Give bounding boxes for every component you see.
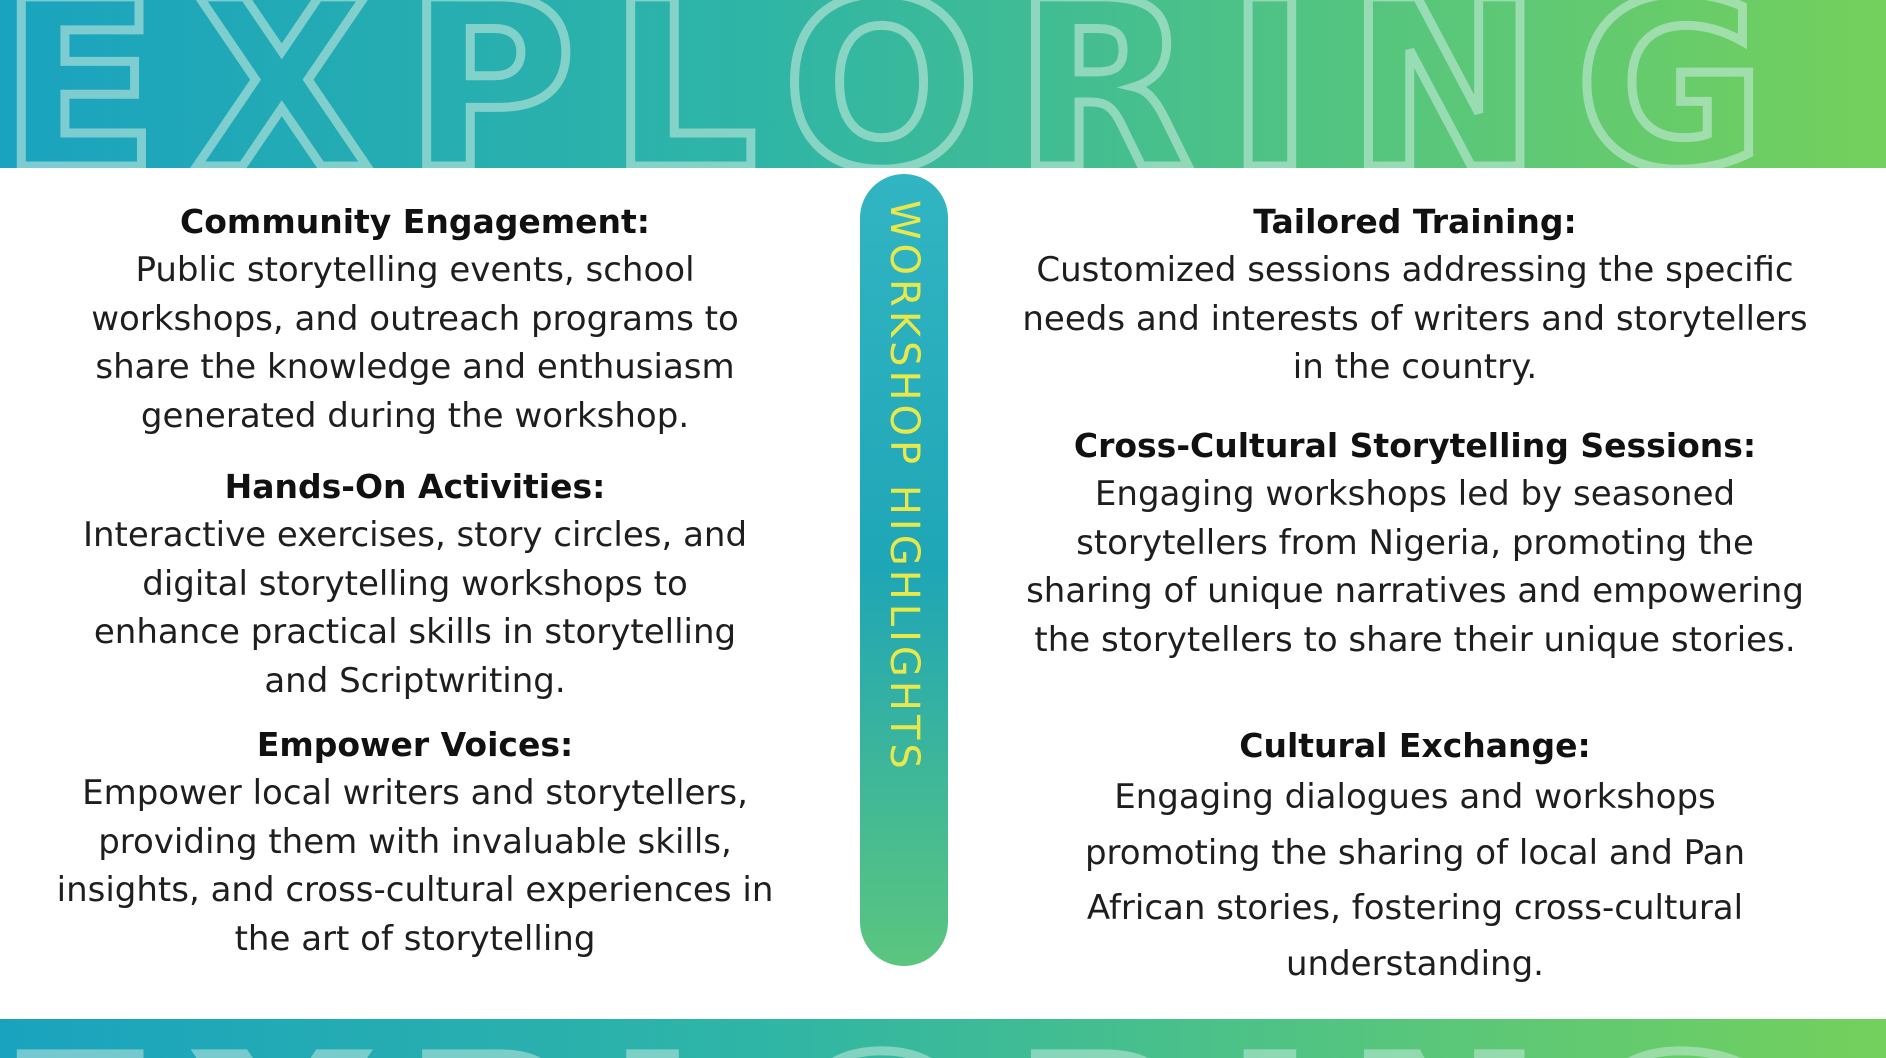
banner-title-text: EXPLORING THE: [0, 1023, 1886, 1058]
section-body-line: digital storytelling workshops to: [142, 563, 688, 604]
section-community-engagement: Community Engagement: Public storytellin…: [15, 198, 815, 440]
section-body-line: share the knowledge and enthusiasm: [95, 347, 735, 387]
workshop-highlights-banner: WORKSHOP HIGHLIGHTS: [860, 174, 948, 966]
section-body-line: the art of storytelling: [234, 918, 596, 959]
workshop-highlights-label: WORKSHOP HIGHLIGHTS: [881, 200, 927, 773]
section-body-line: Engaging dialogues and workshops: [1114, 777, 1716, 817]
section-body-line: and Scriptwriting.: [264, 660, 566, 701]
section-body-line: insights, and cross-cultural experiences…: [56, 870, 774, 910]
section-body-line: generated during the workshop.: [140, 395, 690, 436]
section-body-line: in the country.: [1292, 347, 1538, 387]
section-body-line: understanding.: [1286, 943, 1544, 984]
section-body-line: the storytellers to share their unique s…: [1034, 619, 1796, 660]
section-body-line: workshops, and outreach programs to: [91, 298, 739, 339]
section-heading: Cultural Exchange:: [1239, 726, 1591, 765]
section-body-line: Public storytelling events, school: [135, 250, 695, 290]
top-banner: EXPLORING THE: [0, 0, 1886, 168]
section-body-line: providing them with invaluable skills,: [98, 821, 732, 862]
banner-title-text: EXPLORING THE: [0, 0, 1886, 168]
section-body-line: enhance practical skills in storytelling: [93, 612, 737, 652]
bottom-banner: EXPLORING THE: [0, 1019, 1886, 1058]
section-heading: Hands-On Activities:: [224, 467, 606, 506]
section-body-line: needs and interests of writers and story…: [1022, 298, 1808, 339]
section-heading: Tailored Training:: [1253, 202, 1577, 241]
section-cross-cultural-sessions: Cross-Cultural Storytelling Sessions: En…: [990, 422, 1840, 664]
section-body-line: African stories, fostering cross-cultura…: [1086, 888, 1744, 928]
section-body-line: Empower local writers and storytellers,: [82, 773, 748, 813]
section-body-line: Engaging workshops led by seasoned: [1094, 474, 1736, 514]
section-body-line: storytellers from Nigeria, promoting the: [1076, 522, 1754, 563]
section-hands-on-activities: Hands-On Activities: Interactive exercis…: [15, 463, 815, 705]
section-cultural-exchange: Cultural Exchange: Engaging dialogues an…: [990, 722, 1840, 992]
section-body-line: promoting the sharing of local and Pan: [1084, 832, 1746, 873]
section-empower-voices: Empower Voices: Empower local writers an…: [15, 721, 815, 963]
section-body-line: sharing of unique narratives and empower…: [1026, 571, 1804, 611]
section-heading: Empower Voices:: [256, 725, 574, 764]
section-heading: Cross-Cultural Storytelling Sessions:: [1073, 426, 1757, 465]
section-tailored-training: Tailored Training: Customized sessions a…: [990, 198, 1840, 392]
section-body-line: Customized sessions addressing the speci…: [1036, 250, 1794, 290]
section-heading: Community Engagement:: [180, 202, 650, 241]
section-body-line: Interactive exercises, story circles, an…: [82, 515, 748, 555]
